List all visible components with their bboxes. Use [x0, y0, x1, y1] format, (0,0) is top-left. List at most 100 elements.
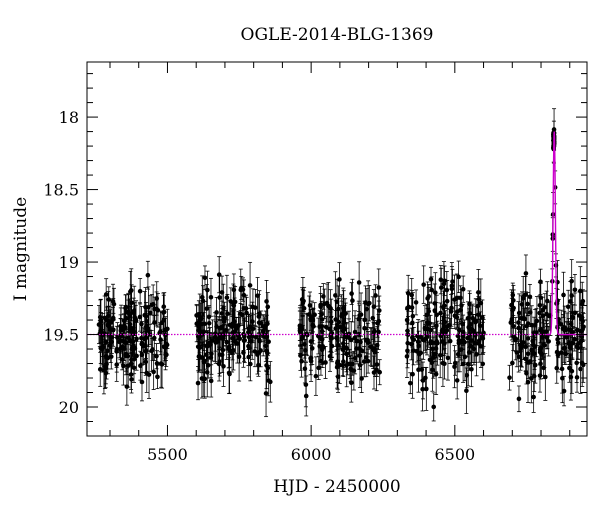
data-point	[343, 302, 348, 325]
point-marker	[452, 360, 458, 366]
data-point	[103, 278, 109, 311]
point-marker	[161, 304, 167, 309]
point-marker	[523, 292, 528, 298]
point-marker	[202, 321, 207, 327]
data-point	[335, 340, 340, 390]
point-marker	[434, 323, 439, 329]
point-marker	[444, 287, 450, 293]
data-point	[543, 353, 548, 401]
data-point	[452, 350, 458, 376]
point-marker	[205, 343, 211, 349]
data-point	[413, 289, 419, 316]
point-marker	[569, 368, 575, 374]
point-marker	[368, 344, 374, 350]
data-point	[523, 254, 529, 293]
point-marker	[565, 304, 571, 310]
data-point	[431, 392, 437, 422]
point-marker	[443, 329, 448, 335]
data-point	[143, 287, 148, 328]
y-tick-label: 18.5	[43, 181, 79, 200]
data-point	[324, 283, 330, 323]
point-marker	[139, 341, 145, 347]
point-marker	[101, 367, 107, 373]
point-marker	[537, 302, 543, 308]
point-marker	[248, 361, 253, 367]
data-point	[303, 362, 309, 408]
data-point	[154, 350, 160, 377]
data-point	[264, 314, 270, 359]
point-marker	[246, 330, 252, 335]
point-marker	[537, 349, 543, 355]
data-point	[532, 337, 537, 370]
point-marker	[344, 351, 349, 357]
data-point	[145, 260, 151, 290]
data-point	[207, 327, 213, 358]
data-point	[405, 333, 410, 369]
data-point	[565, 289, 571, 324]
data-point	[516, 315, 522, 341]
data-point	[205, 332, 211, 360]
data-point	[460, 344, 466, 383]
point-marker	[476, 296, 482, 302]
point-marker	[372, 346, 377, 352]
point-marker	[374, 342, 380, 348]
point-marker	[154, 296, 160, 301]
point-marker	[575, 342, 581, 347]
data-point	[154, 281, 160, 316]
data-point	[510, 291, 515, 329]
point-marker	[518, 315, 524, 321]
point-marker	[161, 310, 166, 315]
data-point	[418, 320, 424, 354]
data-point	[420, 361, 426, 400]
point-marker	[561, 346, 567, 351]
point-marker	[429, 287, 435, 293]
data-point	[470, 303, 476, 333]
data-point	[313, 356, 319, 396]
data-point	[537, 329, 543, 376]
point-marker	[415, 333, 420, 339]
point-marker	[359, 348, 365, 354]
point-marker	[555, 340, 561, 346]
data-point	[537, 282, 543, 329]
point-marker	[328, 336, 334, 341]
point-marker	[205, 287, 210, 293]
data-point	[564, 321, 570, 354]
point-marker	[208, 378, 214, 384]
point-marker	[374, 367, 379, 372]
point-marker	[531, 394, 536, 400]
point-marker	[111, 301, 117, 307]
point-marker	[480, 361, 486, 367]
point-marker	[422, 326, 428, 332]
data-point	[518, 331, 523, 367]
data-point	[236, 332, 242, 382]
data-point	[562, 310, 567, 344]
data-point	[200, 341, 205, 374]
point-marker	[241, 292, 247, 298]
point-marker	[137, 288, 143, 294]
data-point	[217, 332, 222, 377]
point-marker	[225, 311, 230, 317]
point-marker	[303, 382, 309, 387]
point-marker	[438, 285, 444, 290]
point-marker	[155, 374, 160, 380]
data-point	[303, 339, 308, 362]
data-point	[572, 292, 578, 334]
point-marker	[538, 295, 544, 300]
point-marker	[266, 378, 271, 383]
point-marker	[464, 372, 470, 378]
point-marker	[125, 309, 131, 315]
point-marker	[441, 303, 447, 308]
data-point	[229, 308, 235, 345]
point-marker	[236, 354, 242, 360]
point-marker	[247, 283, 253, 288]
point-marker	[196, 328, 201, 333]
data-point	[208, 277, 214, 317]
point-marker	[432, 308, 438, 313]
data-point	[213, 321, 219, 364]
point-marker	[424, 334, 430, 340]
point-marker	[200, 355, 205, 360]
point-marker	[96, 322, 102, 327]
data-point	[405, 291, 410, 325]
point-marker	[558, 350, 564, 355]
